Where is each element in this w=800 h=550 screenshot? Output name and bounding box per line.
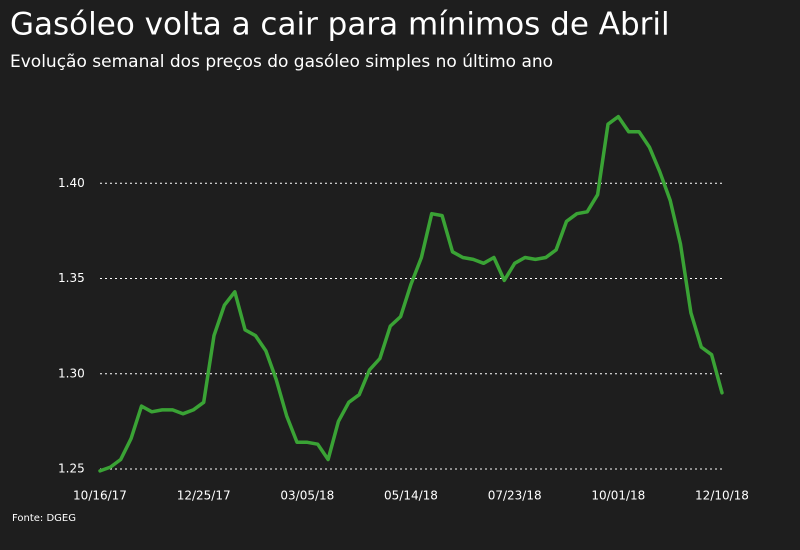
y-tick-label: 1.30: [58, 366, 85, 380]
source: Fonte: DGEG: [12, 513, 76, 524]
chart-subtitle: Evolução semanal dos preços do gasóleo s…: [10, 52, 553, 72]
x-tick-label: 10/16/17: [73, 489, 127, 503]
x-tick-label: 03/05/18: [280, 489, 334, 503]
chart-title: Gasóleo volta a cair para mínimos de Abr…: [10, 7, 670, 43]
x-tick-label: 10/01/18: [591, 489, 645, 503]
x-tick-label: 12/10/18: [695, 489, 749, 503]
y-tick-label: 1.40: [58, 176, 85, 190]
x-tick-label: 07/23/18: [488, 489, 542, 503]
price-line: [98, 114, 724, 473]
x-tick-label: 12/25/17: [177, 489, 231, 503]
x-tick-label: 05/14/18: [384, 489, 438, 503]
y-tick-label: 1.25: [58, 462, 85, 476]
y-tick-label: 1.35: [58, 271, 85, 285]
